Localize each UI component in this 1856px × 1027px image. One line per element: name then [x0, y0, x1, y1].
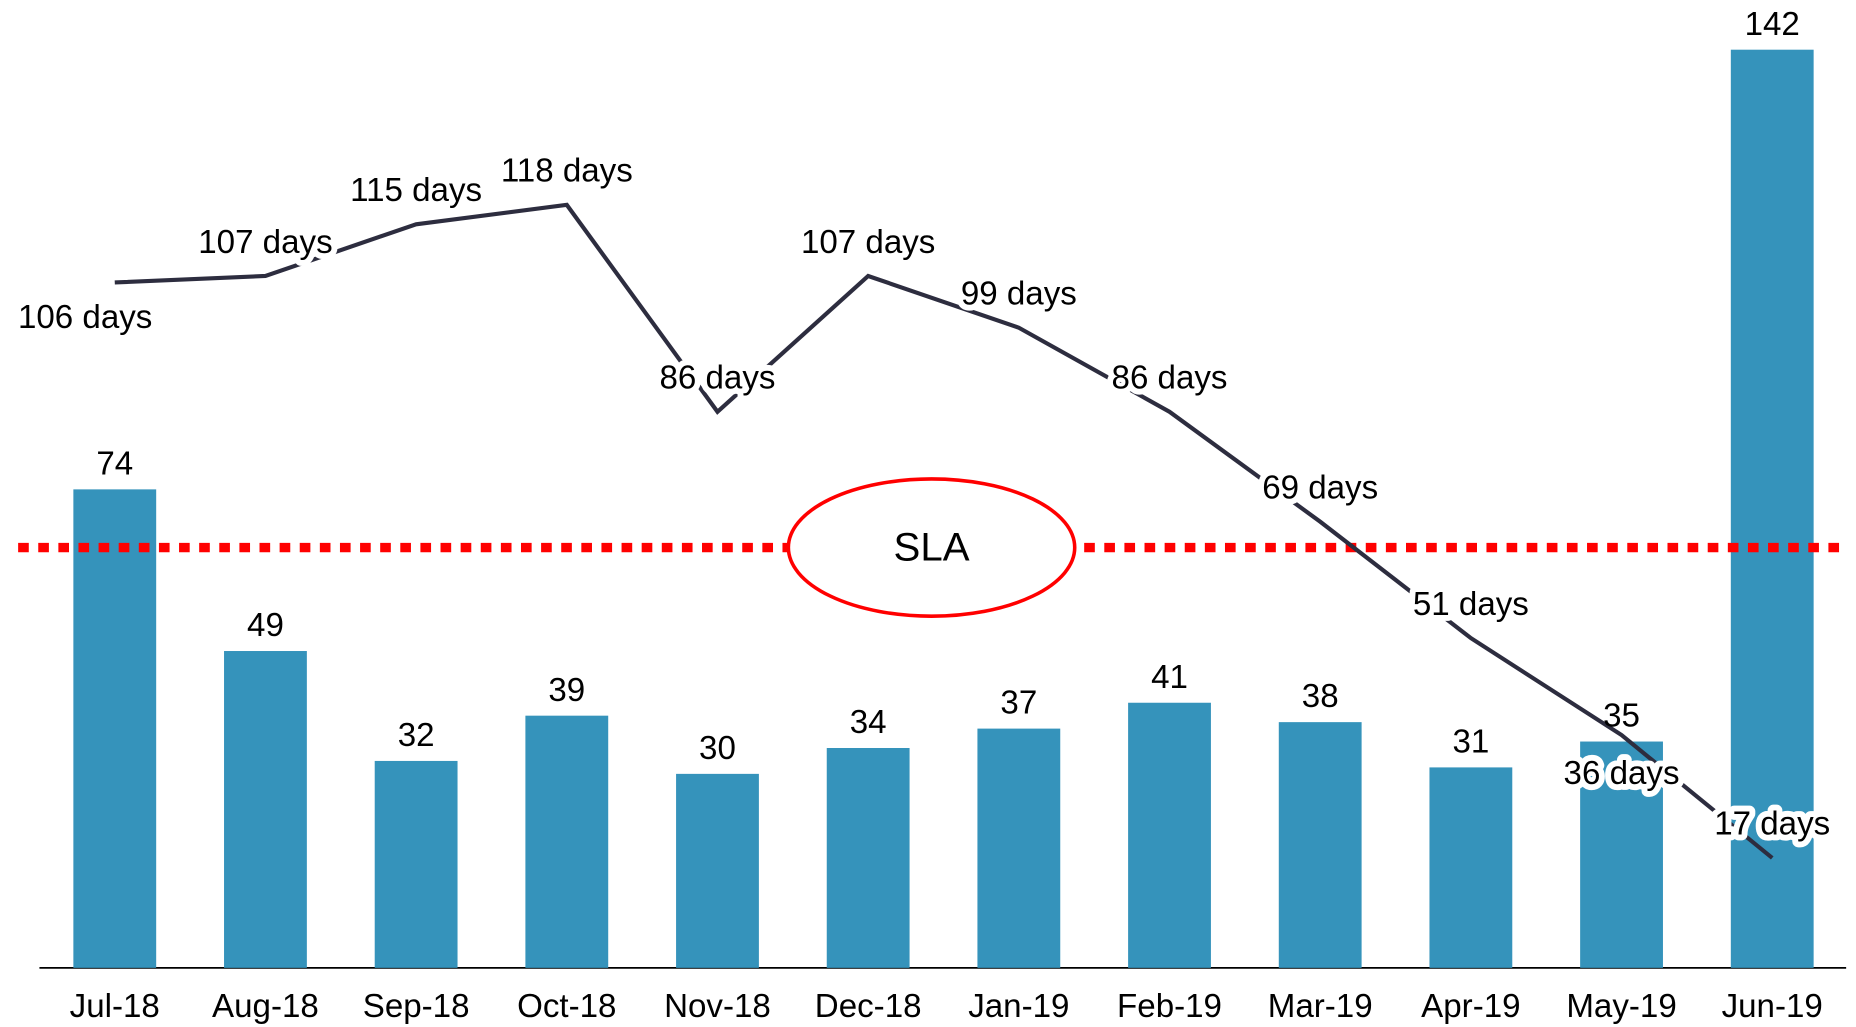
line-label: 107 days: [198, 224, 332, 261]
x-tick-label: Jun-19: [1722, 988, 1823, 1025]
bar-label: 30: [699, 730, 736, 767]
line-label: 107 days: [801, 224, 935, 261]
bar-label: 74: [96, 445, 133, 482]
bar: [1429, 767, 1513, 968]
bar: [374, 760, 458, 968]
line-label: 118 days: [501, 153, 633, 190]
x-tick-label: Apr-19: [1421, 988, 1520, 1025]
x-tick-label: Jan-19: [968, 988, 1069, 1025]
sla-ellipse: [786, 477, 1077, 618]
x-tick-label: Feb-19: [1117, 988, 1222, 1025]
bar: [676, 773, 759, 968]
bar: [826, 748, 910, 968]
bar: [1128, 702, 1211, 968]
line-layer: [114, 202, 1774, 860]
bar: [1278, 722, 1362, 968]
line-label: 36 days: [1564, 755, 1680, 792]
line-label: 106 days: [18, 299, 152, 336]
x-tick-label: Nov-18: [664, 988, 771, 1025]
bar-label: 34: [850, 704, 887, 741]
bar-label: 49: [247, 607, 284, 644]
bar-label: 38: [1302, 678, 1339, 715]
bar-label: 39: [548, 672, 585, 709]
bar-label: 37: [1000, 685, 1037, 722]
labels: 74 49 32 39 30 34 37 41 38 31 35 142 106 days 107 day…: [12, 6, 1836, 1025]
bar: [977, 728, 1061, 968]
line-label: 115 days: [350, 172, 482, 209]
bars: [73, 49, 1814, 968]
bar: [73, 489, 157, 968]
line-label: 17 days: [1714, 806, 1830, 843]
line-label: 69 days: [1262, 470, 1378, 507]
x-tick-label: Sep-18: [363, 988, 470, 1025]
x-tick-label: Mar-19: [1268, 988, 1373, 1025]
reference: SLA: [18, 477, 1847, 618]
x-tick-label: Dec-18: [815, 988, 922, 1025]
line-label: 86 days: [1112, 360, 1228, 397]
line-label: 99 days: [961, 276, 1077, 313]
line-label: 86 days: [659, 360, 775, 397]
bar: [1580, 741, 1663, 968]
bar: [525, 715, 609, 968]
days-line: [114, 202, 1774, 860]
x-tick-label: May-19: [1566, 988, 1676, 1025]
bar-label: 41: [1151, 659, 1188, 696]
bar: [224, 651, 307, 968]
bar-label: 35: [1603, 698, 1640, 735]
bar-label: 32: [398, 717, 435, 754]
line-label: 51 days: [1413, 586, 1529, 623]
bar: [1730, 49, 1814, 968]
x-tick-label: Aug-18: [212, 988, 319, 1025]
bar-label: 31: [1452, 723, 1489, 760]
bar-label: 142: [1745, 6, 1800, 43]
x-tick-label: Oct-18: [517, 988, 616, 1025]
sla-label: SLA: [894, 525, 970, 570]
x-tick-label: Jul-18: [70, 988, 160, 1025]
